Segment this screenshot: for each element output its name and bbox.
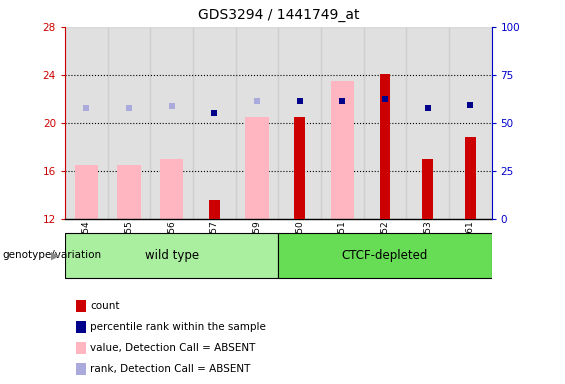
Bar (117, 165, 141, 219)
Text: value, Detection Call = ABSENT: value, Detection Call = ABSENT (90, 343, 256, 353)
Bar (160, 159, 184, 219)
Text: ▶: ▶ (51, 250, 59, 260)
Text: wild type: wild type (145, 249, 199, 262)
Bar (107, 27, 150, 219)
Bar (65, 27, 107, 219)
Bar (193, 27, 236, 219)
Bar (245, 117, 269, 219)
Text: rank, Detection Call = ABSENT: rank, Detection Call = ABSENT (90, 364, 251, 374)
Bar (380, 74, 390, 219)
Bar (465, 137, 476, 219)
Bar (279, 27, 321, 219)
Bar (209, 200, 220, 219)
Bar (150, 27, 193, 219)
Text: genotype/variation: genotype/variation (3, 250, 102, 260)
Title: GDS3294 / 1441749_at: GDS3294 / 1441749_at (198, 8, 359, 22)
Text: count: count (90, 301, 120, 311)
Text: percentile rank within the sample: percentile rank within the sample (90, 322, 266, 332)
Bar (364, 27, 406, 219)
Bar (278, 233, 492, 278)
Bar (294, 117, 305, 219)
Bar (65, 233, 278, 278)
Bar (236, 27, 278, 219)
Bar (75, 165, 98, 219)
Bar (331, 81, 354, 219)
Bar (406, 27, 449, 219)
Text: CTCF-depleted: CTCF-depleted (342, 249, 428, 262)
Bar (449, 27, 492, 219)
Bar (321, 27, 364, 219)
Bar (422, 159, 433, 219)
